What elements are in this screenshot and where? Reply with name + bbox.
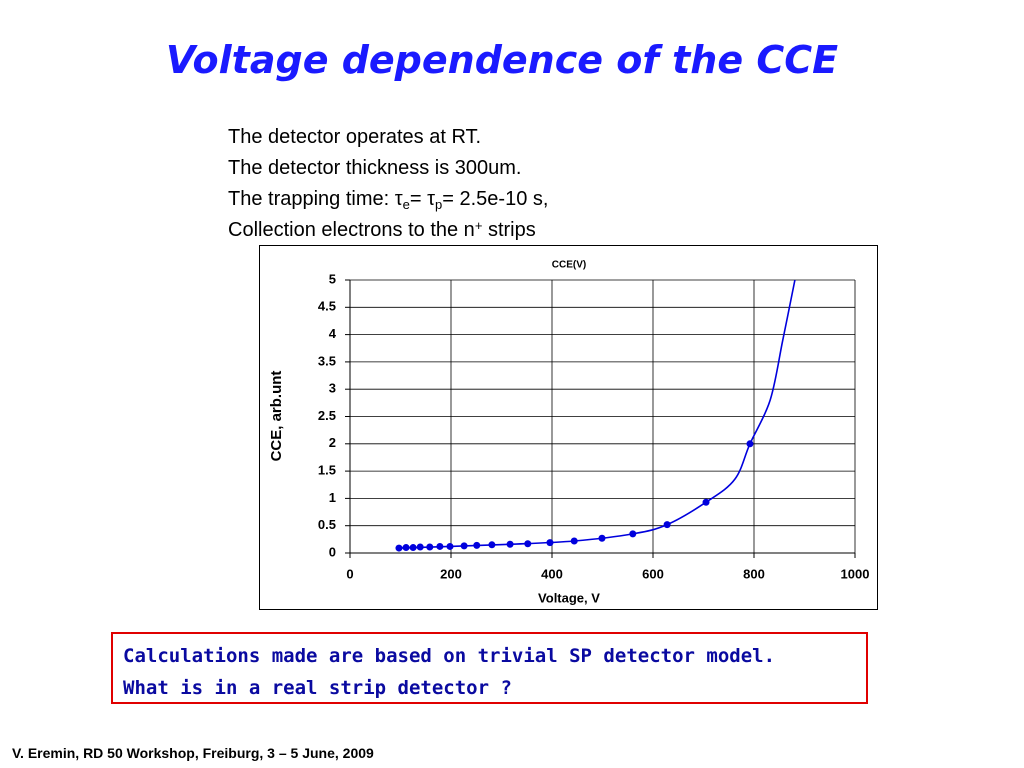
x-tick-label: 600: [642, 566, 664, 581]
note-line: What is in a real strip detector ?: [123, 677, 512, 699]
y-tick-label: 1: [329, 490, 336, 505]
superscript: +: [474, 218, 483, 233]
text: strips: [482, 219, 536, 241]
slide-title: Voltage dependence of the CCE: [165, 38, 839, 82]
y-tick-label: 5: [329, 271, 336, 286]
chart: CCE(V) Voltage, V CCE, arb.unt 0 0.5 1 1.5 2…: [259, 245, 878, 610]
curve: [398, 279, 796, 549]
x-tick-label: 1000: [841, 566, 870, 581]
info-line: The trapping time: τe= τp= 2.5e-10 s,: [228, 184, 548, 215]
y-tick-label: 0.5: [318, 517, 336, 532]
y-tick-label: 3.5: [318, 353, 336, 368]
y-tick-label: 4.5: [318, 299, 336, 314]
text: = 2.5e-10 s,: [442, 188, 549, 210]
y-tick-label: 2: [329, 435, 336, 450]
chart-title: CCE(V): [552, 260, 586, 271]
info-text: The detector operates at RT. The detecto…: [228, 122, 548, 246]
y-tick-label: 3: [329, 381, 336, 396]
x-axis-label: Voltage, V: [538, 590, 600, 605]
note-line: Calculations made are based on trivial S…: [123, 645, 776, 667]
y-tick-label: 0: [329, 544, 336, 559]
info-line: The detector operates at RT.: [228, 126, 482, 148]
subscript: e: [402, 197, 410, 212]
y-axis-label: CCE, arb.unt: [268, 371, 285, 462]
footer: V. Eremin, RD 50 Workshop, Freiburg, 3 –…: [12, 745, 374, 761]
x-tick-label: 200: [440, 566, 462, 581]
chart-frame: [259, 245, 878, 610]
x-tick-label: 800: [743, 566, 765, 581]
text: = τ: [409, 188, 436, 210]
x-tick-label: 400: [541, 566, 563, 581]
y-tick-label: 4: [329, 326, 337, 341]
note-box: Calculations made are based on trivial S…: [111, 632, 868, 704]
info-line: The detector thickness is 300um.: [228, 157, 522, 179]
x-tick-label: 0: [346, 566, 353, 581]
y-tick-label: 1.5: [318, 463, 336, 478]
text: The trapping time: τ: [228, 188, 403, 210]
text: Collection electrons to the n: [228, 219, 475, 241]
data-point: [395, 544, 403, 552]
subscript: p: [435, 197, 443, 212]
y-tick-label: 2.5: [318, 408, 336, 423]
info-line: Collection electrons to the n+ strips: [228, 215, 548, 246]
